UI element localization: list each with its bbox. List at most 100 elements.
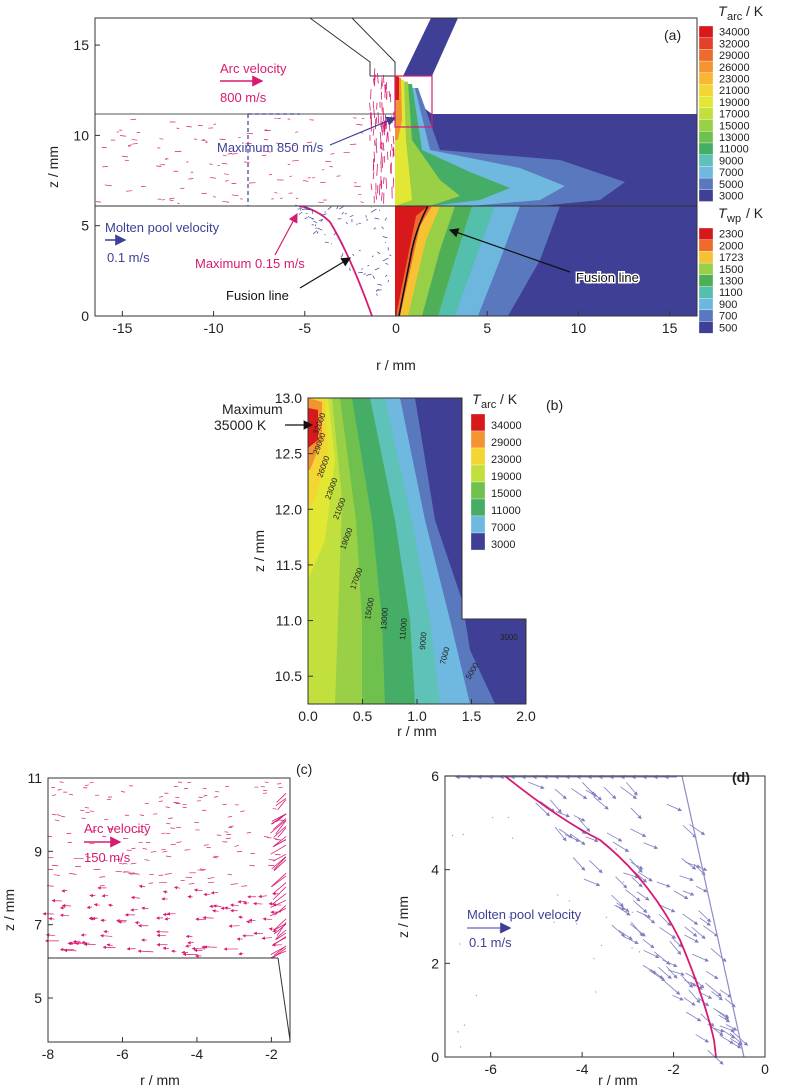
arc-vector bbox=[68, 793, 74, 796]
zoom-box-c bbox=[247, 113, 300, 206]
arc-vector bbox=[164, 158, 168, 160]
pool-vector bbox=[611, 894, 624, 907]
pool-vector bbox=[491, 816, 494, 819]
pool-vector bbox=[637, 871, 653, 882]
arc-cb-swatch-1 bbox=[698, 37, 714, 50]
b-xtick-label-4: 2.0 bbox=[516, 708, 536, 724]
axes-a: -15 -10 -5 0 5 10 15 0 5 10 15 bbox=[73, 37, 677, 336]
pool-vector bbox=[324, 241, 329, 244]
pool-vector bbox=[316, 231, 319, 234]
pool-velocity-value: 0.1 m/s bbox=[107, 250, 150, 265]
arc-vector bbox=[186, 126, 192, 128]
arc-vector bbox=[373, 68, 376, 81]
arc-cb-level-3: 26000 bbox=[719, 62, 750, 74]
b-ytick-label-1: 11.0 bbox=[276, 613, 302, 629]
arc-vector bbox=[234, 845, 239, 847]
arc-vector bbox=[126, 190, 133, 192]
arc-vector bbox=[130, 908, 138, 912]
arc-vector bbox=[222, 201, 230, 203]
arc-vector bbox=[164, 873, 172, 875]
arc-vector bbox=[128, 144, 133, 146]
arc-vector bbox=[137, 949, 154, 953]
pool-vector bbox=[724, 998, 736, 1008]
arc-cb-level-12: 7000 bbox=[719, 167, 743, 179]
panel-label-a: (a) bbox=[664, 27, 681, 43]
arc-vector bbox=[120, 135, 127, 137]
arc-velocity-value-c: 150 m/s bbox=[84, 850, 131, 865]
arc-velocity-label-c: Arc velocity bbox=[84, 821, 151, 836]
arc-vector bbox=[372, 128, 375, 136]
arc-vector bbox=[168, 817, 173, 819]
arc-cb-swatch-11 bbox=[698, 154, 714, 167]
wp-cb-swatch-0 bbox=[698, 227, 714, 240]
arc-vector bbox=[260, 786, 265, 788]
arc-vector bbox=[156, 933, 167, 938]
pool-vector bbox=[682, 825, 697, 838]
pool-vector bbox=[705, 982, 722, 997]
arc-cb-swatch-14 bbox=[698, 189, 714, 202]
arc-vector bbox=[377, 112, 380, 124]
pool-vector bbox=[333, 232, 337, 236]
pool-vector bbox=[315, 227, 317, 229]
b-xtick-label-3: 1.5 bbox=[462, 708, 482, 724]
arc-cb-level-1: 32000 bbox=[719, 38, 750, 50]
pool-vector bbox=[535, 802, 551, 817]
arc-vector bbox=[382, 125, 384, 136]
pool-vector bbox=[298, 211, 303, 215]
wp-cb-level-3: 1500 bbox=[719, 264, 743, 276]
pool-vector bbox=[684, 926, 698, 937]
pool-vector bbox=[295, 204, 301, 208]
arc-vector bbox=[52, 794, 57, 796]
zoom-box-b bbox=[394, 75, 433, 128]
arc-vector bbox=[382, 156, 384, 168]
pool-vector bbox=[618, 930, 633, 940]
b-ytick-label-0: 10.5 bbox=[275, 668, 302, 684]
arc-vector bbox=[106, 798, 111, 801]
pool-vector bbox=[603, 786, 617, 800]
arc-vector bbox=[391, 144, 393, 152]
pool-vector bbox=[358, 249, 361, 252]
pool-vector bbox=[578, 818, 591, 832]
arc-cb-swatch-8 bbox=[698, 119, 714, 132]
arc-vector bbox=[387, 131, 389, 142]
arc-vector bbox=[202, 139, 208, 142]
pool-vector bbox=[622, 935, 639, 944]
arc-vector bbox=[91, 830, 97, 832]
arc-vector bbox=[272, 886, 287, 900]
arc-vector bbox=[51, 864, 59, 867]
arc-vector bbox=[270, 950, 287, 959]
arc-band-34000 bbox=[395, 76, 399, 100]
y-axis-label-d: z / mm bbox=[395, 896, 411, 938]
arc-vector bbox=[61, 815, 66, 818]
a-xtick-label-4: 5 bbox=[483, 320, 491, 336]
pool-vector bbox=[630, 828, 647, 837]
arc-vector bbox=[203, 794, 208, 797]
pool-vector bbox=[700, 1013, 715, 1027]
arc-cb-level-0: 34000 bbox=[719, 27, 750, 39]
arc-vector bbox=[238, 951, 244, 956]
arc-vector bbox=[213, 196, 217, 198]
wp-cb-swatch-3 bbox=[698, 262, 714, 275]
arc-vector bbox=[388, 91, 391, 98]
pool-vector bbox=[300, 209, 302, 211]
b-cb-level-0: 34000 bbox=[491, 420, 522, 432]
pool-vector bbox=[367, 265, 370, 267]
pool-vector bbox=[313, 230, 318, 235]
pool-vector bbox=[638, 951, 641, 953]
arc-vector bbox=[212, 856, 218, 859]
arc-vector bbox=[144, 859, 150, 861]
arc-vector bbox=[330, 153, 335, 155]
arc-vector bbox=[272, 808, 277, 810]
pool-vector bbox=[374, 217, 380, 220]
arc-vector bbox=[84, 807, 90, 809]
arc-vector bbox=[272, 882, 287, 895]
pool-vector bbox=[682, 913, 699, 925]
pool-vector bbox=[583, 878, 601, 887]
arc-vector bbox=[198, 124, 203, 127]
wp-cb-level-4: 1300 bbox=[719, 276, 743, 288]
arc-vector bbox=[130, 118, 137, 121]
b-cb-swatch-2 bbox=[470, 447, 486, 466]
arc-vector bbox=[57, 788, 62, 791]
pool-vector bbox=[695, 885, 708, 893]
